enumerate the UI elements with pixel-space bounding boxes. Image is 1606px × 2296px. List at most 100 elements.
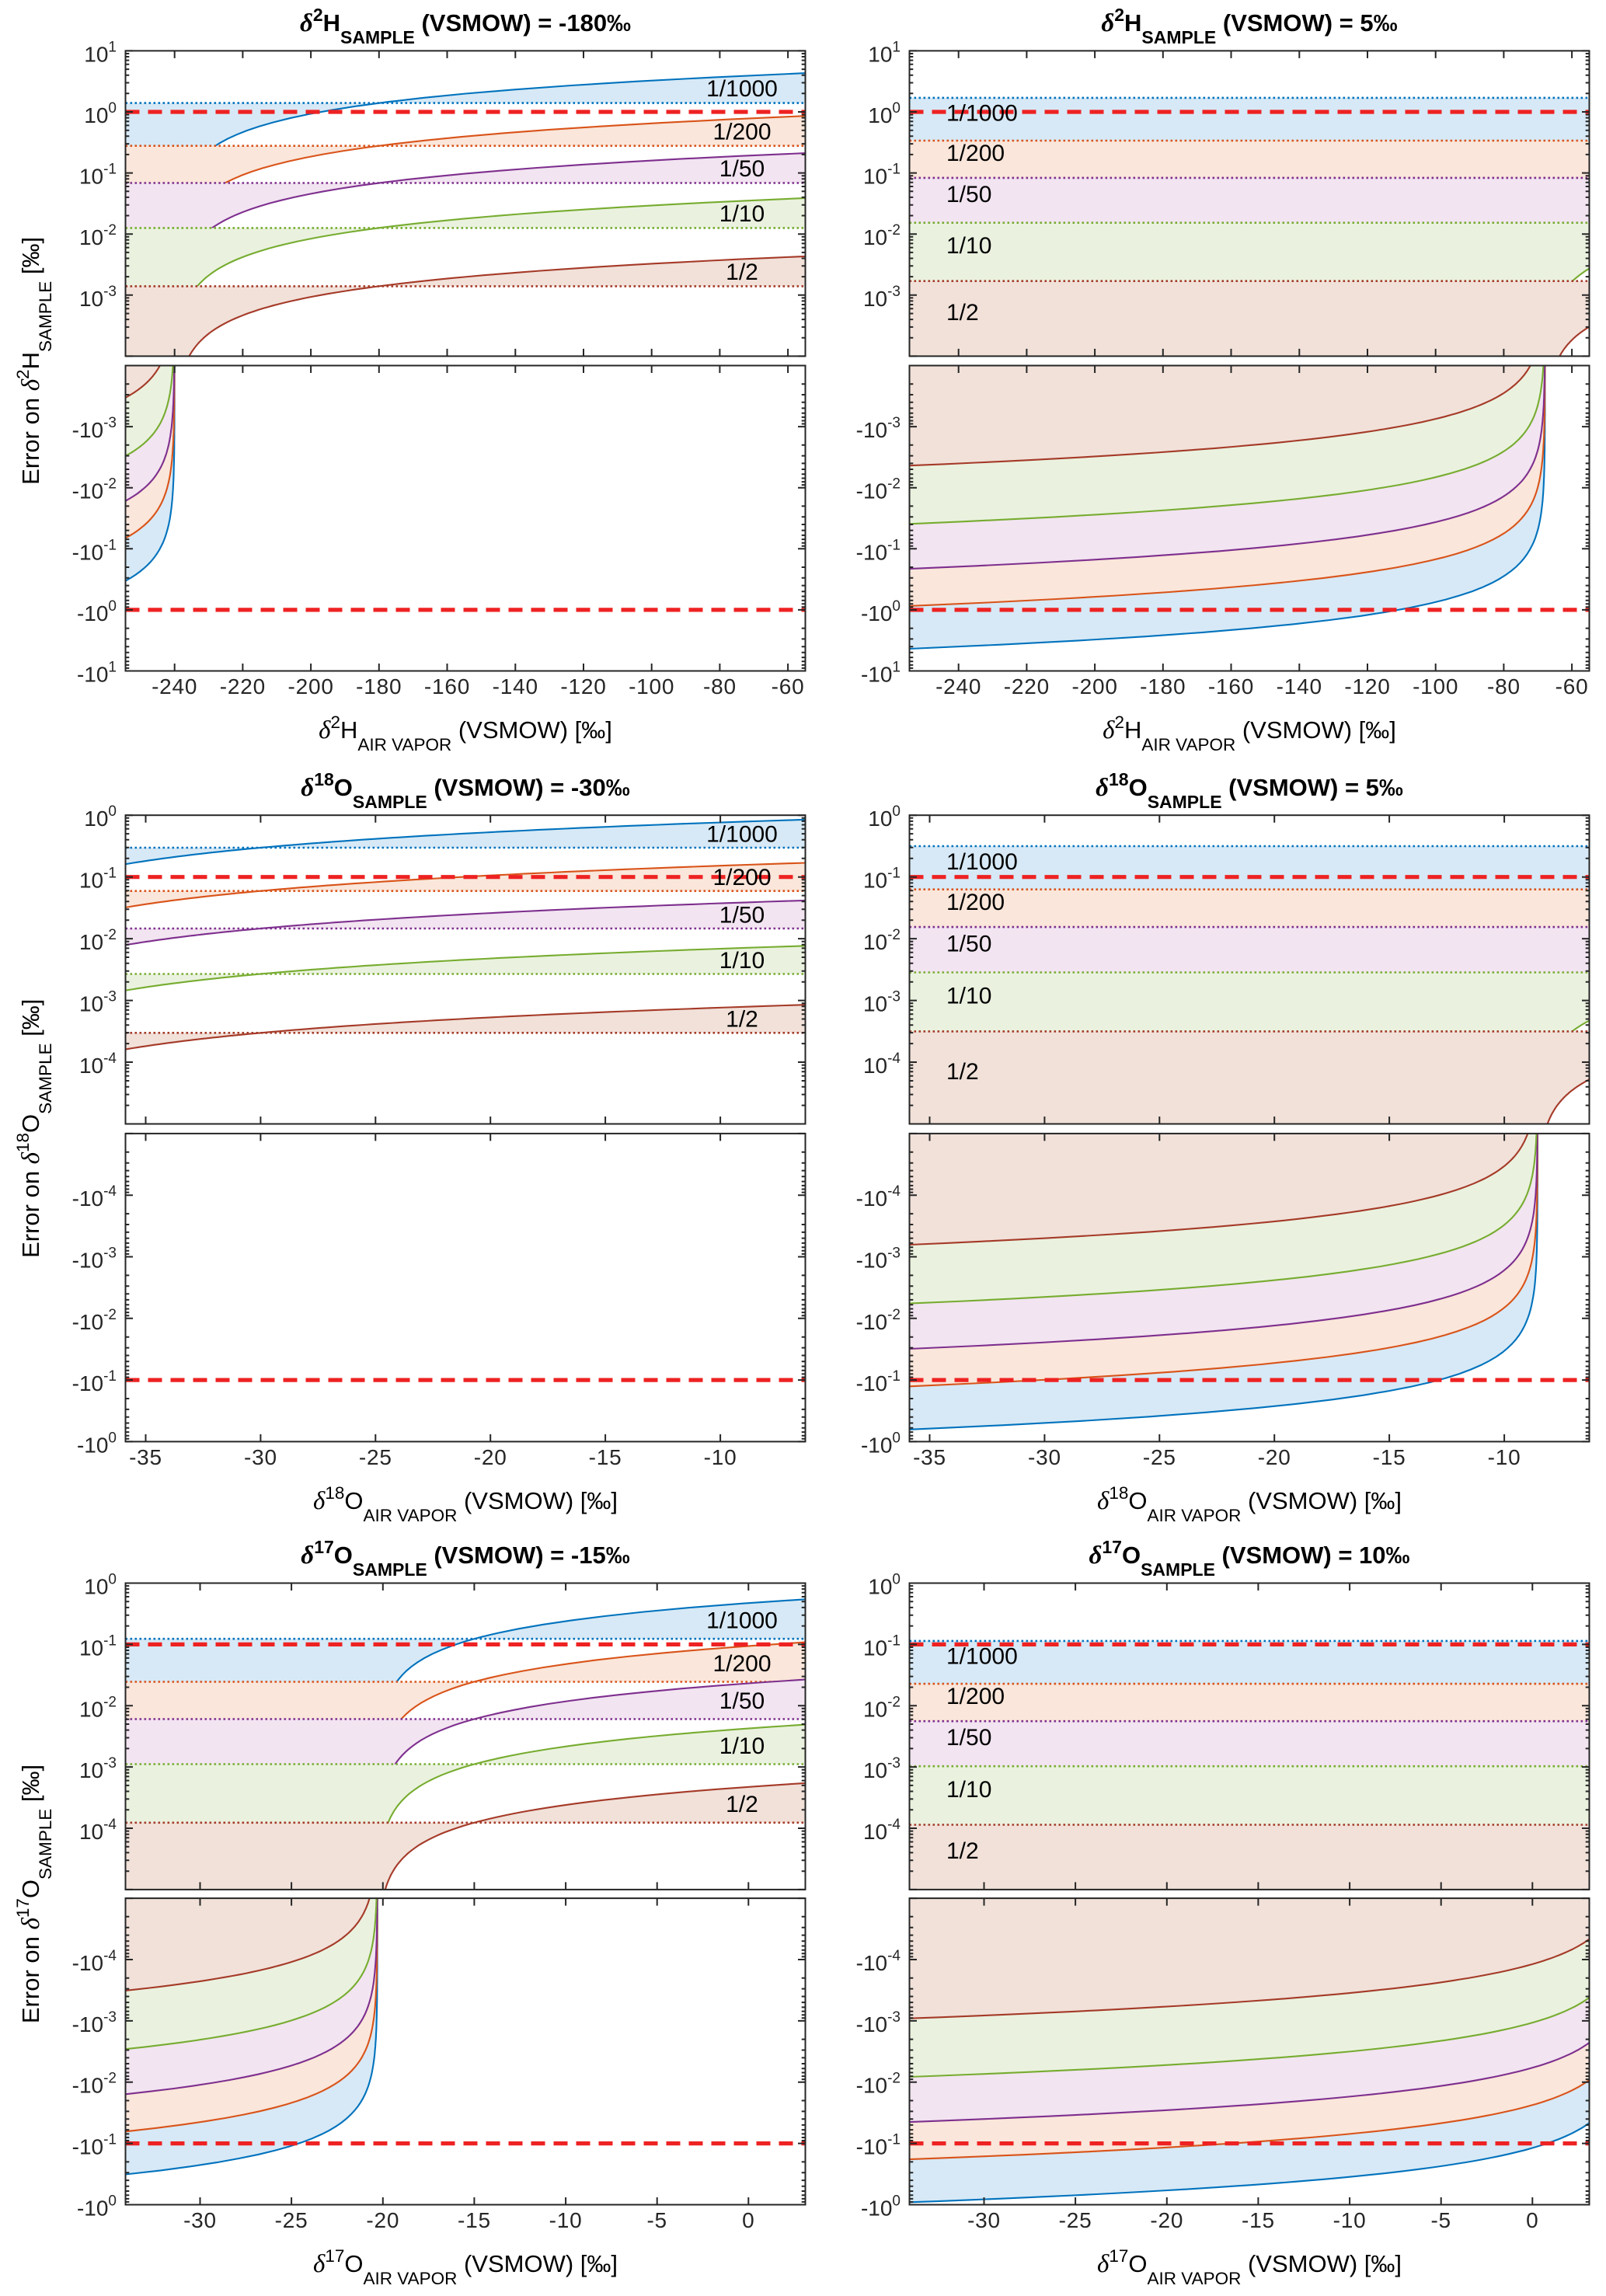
svg-text:-25: -25 [359,1445,392,1469]
svg-text:δ2HAIR VAPOR (VSMOW) [‰]: δ2HAIR VAPOR (VSMOW) [‰] [319,712,612,754]
svg-text:-30: -30 [183,2208,217,2232]
svg-text:-120: -120 [1344,674,1390,699]
svg-text:-20: -20 [1258,1445,1291,1469]
svg-text:-20: -20 [366,2208,399,2232]
svg-text:-240: -240 [152,674,197,699]
svg-text:-140: -140 [1277,674,1322,699]
svg-text:-10-2: -10-2 [856,1307,901,1334]
svg-text:-60: -60 [772,674,805,699]
svg-text:1/200: 1/200 [712,119,771,145]
svg-text:10-4: 10-4 [79,1050,117,1078]
svg-text:1/1000: 1/1000 [706,1608,778,1634]
svg-text:-10: -10 [1333,2208,1367,2232]
svg-text:-5: -5 [1430,2208,1451,2232]
svg-text:-10: -10 [1488,1445,1521,1469]
svg-text:1/200: 1/200 [946,141,1005,166]
svg-text:1/1000: 1/1000 [706,821,778,847]
svg-text:δ18OAIR VAPOR (VSMOW) [‰]: δ18OAIR VAPOR (VSMOW) [‰] [313,1483,618,1525]
svg-text:1/200: 1/200 [946,890,1005,915]
svg-text:1/50: 1/50 [719,902,765,928]
svg-text:δ18OSAMPLE (VSMOW) = 5‰: δ18OSAMPLE (VSMOW) = 5‰ [1096,769,1403,812]
svg-text:-5: -5 [646,2208,667,2232]
svg-text:-25: -25 [1059,2208,1092,2232]
svg-text:1/2: 1/2 [726,260,758,285]
svg-text:δ17OSAMPLE (VSMOW) = 10‰: δ17OSAMPLE (VSMOW) = 10‰ [1089,1537,1409,1580]
svg-text:1/2: 1/2 [946,1059,979,1085]
svg-text:-30: -30 [1028,1445,1061,1469]
svg-text:-35: -35 [129,1445,162,1469]
svg-text:10-3: 10-3 [79,1755,117,1782]
svg-text:δ2HAIR VAPOR (VSMOW) [‰]: δ2HAIR VAPOR (VSMOW) [‰] [1103,712,1396,754]
svg-text:-220: -220 [220,674,266,699]
svg-text:-220: -220 [1004,674,1050,699]
svg-text:10-2: 10-2 [863,1694,901,1721]
svg-text:-80: -80 [1487,674,1521,699]
svg-text:-100: -100 [77,2193,117,2221]
svg-text:1/2: 1/2 [726,1792,758,1817]
svg-text:0: 0 [742,2208,754,2232]
svg-text:-120: -120 [560,674,606,699]
svg-text:-25: -25 [1143,1445,1176,1469]
svg-text:-20: -20 [474,1445,507,1469]
svg-text:Error on δ18OSAMPLE [‰]: Error on δ18OSAMPLE [‰] [13,999,55,1258]
svg-text:0: 0 [1526,2208,1538,2232]
svg-text:10-1: 10-1 [863,1632,901,1660]
svg-text:1/10: 1/10 [946,233,991,259]
svg-text:100: 100 [84,803,117,831]
svg-text:-10-4: -10-4 [72,1948,117,1975]
svg-text:-160: -160 [1208,674,1254,699]
svg-text:1/10: 1/10 [719,1733,765,1759]
svg-text:10-2: 10-2 [79,222,117,249]
svg-text:-160: -160 [424,674,470,699]
svg-text:-15: -15 [458,2208,491,2232]
svg-text:1/10: 1/10 [719,201,765,227]
svg-text:δ17OAIR VAPOR (VSMOW) [‰]: δ17OAIR VAPOR (VSMOW) [‰] [1097,2246,1402,2288]
svg-text:-15: -15 [589,1445,622,1469]
svg-text:1/50: 1/50 [946,1725,991,1751]
svg-text:1/2: 1/2 [946,300,979,326]
svg-text:1/2: 1/2 [946,1838,979,1864]
svg-text:1/50: 1/50 [946,931,991,956]
svg-text:-10-3: -10-3 [72,2009,117,2036]
svg-text:-35: -35 [913,1445,946,1469]
svg-text:-100: -100 [77,598,117,625]
svg-text:1/1000: 1/1000 [946,1644,1018,1670]
svg-text:-200: -200 [287,674,333,699]
svg-text:δ2HSAMPLE (VSMOW) = -180‰: δ2HSAMPLE (VSMOW) = -180‰ [300,5,631,47]
svg-text:1/1000: 1/1000 [706,76,778,102]
svg-text:-80: -80 [703,674,737,699]
svg-text:δ2HSAMPLE (VSMOW) = 5‰: δ2HSAMPLE (VSMOW) = 5‰ [1101,5,1397,47]
svg-text:1/50: 1/50 [719,1688,765,1714]
svg-text:1/10: 1/10 [946,984,991,1009]
svg-text:-100: -100 [629,674,674,699]
svg-text:-20: -20 [1150,2208,1183,2232]
svg-text:1/10: 1/10 [946,1777,991,1803]
svg-text:-15: -15 [1373,1445,1406,1469]
svg-text:1/200: 1/200 [712,865,771,890]
svg-text:-180: -180 [1140,674,1186,699]
svg-text:-10-4: -10-4 [72,1183,117,1211]
svg-text:-140: -140 [493,674,538,699]
svg-text:-25: -25 [275,2208,308,2232]
svg-text:-10-1: -10-1 [856,2132,901,2159]
svg-text:-60: -60 [1555,674,1589,699]
svg-text:1/1000: 1/1000 [946,101,1018,127]
svg-text:-10-1: -10-1 [72,537,117,564]
svg-text:-10: -10 [549,2208,583,2232]
svg-text:1/50: 1/50 [946,182,991,207]
svg-text:-15: -15 [1242,2208,1275,2232]
svg-text:1/200: 1/200 [712,1651,771,1677]
svg-text:10-2: 10-2 [79,1694,117,1721]
svg-text:-30: -30 [967,2208,1001,2232]
svg-text:δ18OSAMPLE (VSMOW) = -30‰: δ18OSAMPLE (VSMOW) = -30‰ [301,769,629,812]
svg-text:δ17OSAMPLE (VSMOW) = -15‰: δ17OSAMPLE (VSMOW) = -15‰ [301,1537,629,1580]
svg-text:-10-2: -10-2 [72,1307,117,1334]
svg-text:1/1000: 1/1000 [946,849,1018,875]
svg-text:-10: -10 [704,1445,737,1469]
svg-text:1/50: 1/50 [719,156,765,182]
svg-text:-200: -200 [1071,674,1117,699]
svg-text:-10-3: -10-3 [856,1246,901,1273]
svg-text:10-3: 10-3 [863,284,901,311]
svg-text:1/200: 1/200 [946,1684,1005,1709]
svg-text:-180: -180 [356,674,402,699]
